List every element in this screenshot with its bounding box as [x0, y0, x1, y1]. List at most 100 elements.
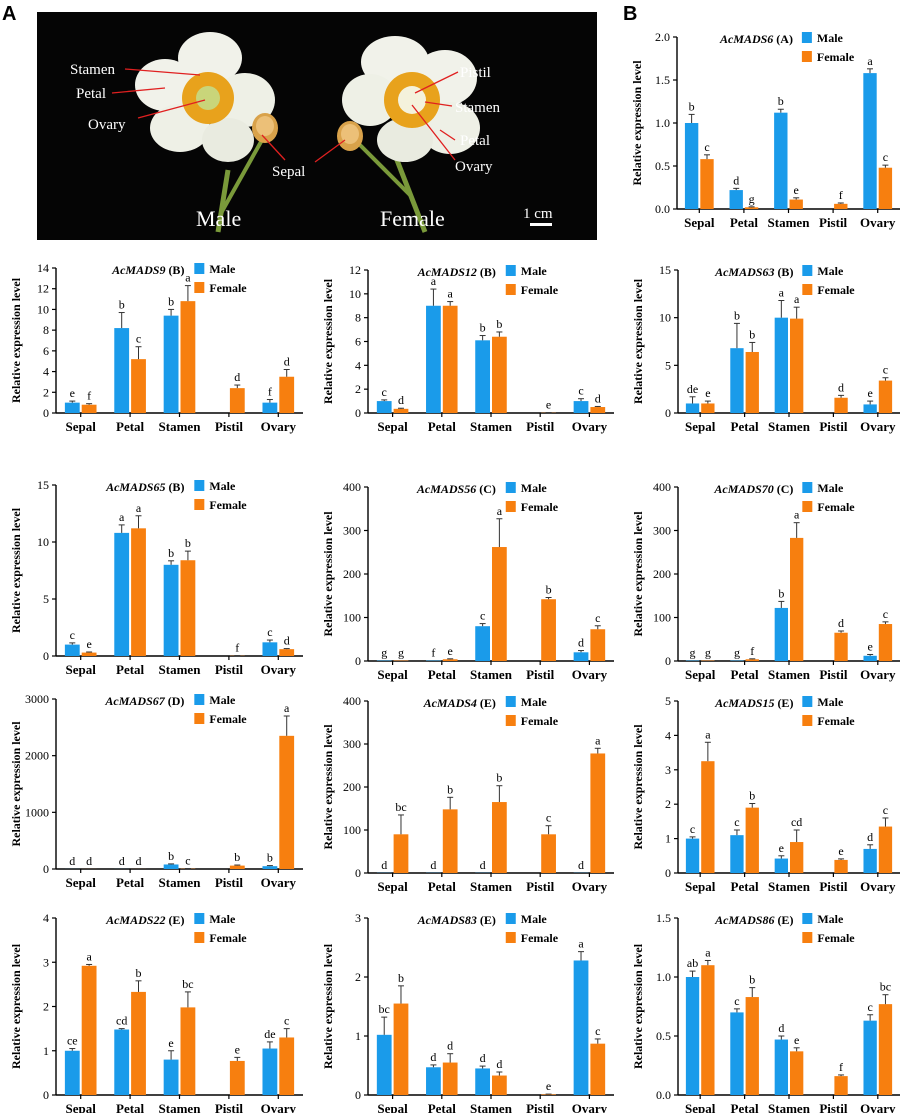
x-tick-label: Pistil: [819, 879, 848, 894]
bar-female: [180, 301, 196, 413]
legend-swatch-male: [801, 32, 812, 43]
bar-female: [878, 380, 893, 413]
bar-male: [262, 1048, 278, 1095]
significance-letter: b: [749, 789, 755, 803]
legend-swatch-male: [505, 696, 516, 707]
bar-female: [492, 802, 507, 873]
bar-female: [878, 1004, 893, 1095]
y-tick-label: 10: [659, 311, 671, 325]
significance-letter: b: [168, 849, 174, 863]
legend-label-female: Female: [209, 931, 247, 945]
x-tick-label: Petal: [428, 419, 457, 434]
legend-label-female: Female: [521, 931, 559, 945]
y-axis-title: Relative expression level: [631, 278, 645, 404]
y-tick-label: 100: [653, 611, 671, 625]
significance-letter: d: [778, 1021, 784, 1035]
significance-letter: cd: [116, 1014, 127, 1028]
bar-female: [789, 199, 803, 209]
bar-female: [492, 336, 507, 413]
bar-female: [701, 403, 715, 413]
x-tick-label: Ovary: [860, 215, 896, 230]
significance-letter: e: [168, 1036, 173, 1050]
significance-letter: e: [546, 1079, 551, 1093]
y-tick-label: 3000: [25, 692, 49, 706]
y-tick-label: 0: [43, 649, 49, 663]
significance-letter: b: [546, 582, 552, 596]
significance-letter: c: [546, 811, 551, 825]
y-tick-label: 400: [343, 480, 361, 494]
legend-label-female: Female: [209, 498, 247, 512]
significance-letter: d: [838, 616, 844, 630]
significance-letter: f: [750, 644, 754, 658]
y-axis-title: Relative expression level: [9, 507, 23, 633]
y-tick-label: 300: [343, 737, 361, 751]
y-tick-label: 0.5: [656, 1029, 671, 1043]
bar-female: [590, 407, 606, 413]
significance-letter: cd: [791, 815, 802, 829]
legend-label-male: Male: [209, 912, 236, 926]
bar-female: [393, 834, 409, 873]
significance-letter: f: [431, 646, 435, 660]
bar-male: [774, 1039, 788, 1095]
y-tick-label: 4: [665, 728, 671, 742]
y-tick-label: 2: [43, 385, 49, 399]
significance-letter: ce: [67, 1034, 78, 1048]
legend-label-male: Male: [817, 481, 844, 495]
chart-acmads67: 0 1000 2000 3000 Relative expression level Se…: [9, 692, 303, 890]
chart-title: AcMADS56 (C): [416, 482, 496, 496]
y-tick-label: 1: [355, 1029, 361, 1043]
legend-label-male: Male: [209, 262, 236, 276]
significance-letter: f: [839, 1060, 843, 1074]
x-tick-label: Pistil: [819, 1101, 848, 1113]
legend-label-female: Female: [521, 283, 559, 297]
x-tick-label: Ovary: [860, 667, 896, 682]
bar-female: [442, 809, 458, 873]
y-tick-label: 2: [665, 797, 671, 811]
bar-male: [685, 838, 700, 873]
significance-letter: c: [578, 384, 583, 398]
significance-letter: d: [480, 858, 486, 872]
significance-letter: b: [778, 586, 784, 600]
significance-letter: b: [168, 546, 174, 560]
significance-letter: b: [689, 99, 695, 113]
legend-swatch-female: [505, 284, 516, 295]
y-tick-label: 2000: [25, 749, 49, 763]
y-tick-label: 300: [653, 524, 671, 538]
legend-swatch-female: [194, 713, 205, 724]
label-stamen-female: Stamen: [455, 100, 500, 116]
bar-male: [426, 305, 441, 413]
bar-female: [590, 629, 606, 661]
female-flower-illustration: [337, 36, 480, 233]
significance-letter: b: [734, 308, 740, 322]
y-tick-label: 2: [43, 1000, 49, 1014]
y-tick-label: 5: [43, 592, 49, 606]
x-tick-label: Stamen: [159, 419, 202, 434]
significance-letter: d: [136, 854, 142, 868]
bar-female: [131, 528, 146, 656]
legend-label-male: Male: [209, 693, 236, 707]
male-flower-illustration: [135, 32, 278, 233]
significance-letter: b: [234, 850, 240, 864]
chart-title: AcMADS86 (E): [714, 913, 793, 927]
significance-letter: b: [749, 327, 755, 341]
bar-male: [730, 1012, 744, 1095]
significance-letter: a: [497, 504, 503, 518]
bar-male: [863, 1020, 877, 1095]
significance-letter: b: [136, 966, 142, 980]
x-tick-label: Ovary: [261, 419, 297, 434]
significance-letter: b: [185, 536, 191, 550]
bar-female: [393, 408, 409, 413]
chart-acmads6: 0.0 0.5 1.0 1.5 2.0 Relative expression level…: [630, 30, 900, 230]
x-tick-label: Ovary: [572, 1101, 608, 1113]
significance-letter: e: [448, 644, 453, 658]
significance-letter: e: [867, 639, 872, 653]
charts-container: 0.0 0.5 1.0 1.5 2.0 Relative expression level…: [9, 30, 900, 1113]
legend-swatch-female: [194, 932, 205, 943]
chart-acmads9: 0 2 4 6 8 10 12 14 Relative expression level Sepa…: [9, 261, 303, 434]
legend-swatch-female: [802, 284, 813, 295]
y-tick-label: 400: [653, 480, 671, 494]
y-tick-label: 0: [665, 866, 671, 880]
significance-letter: e: [546, 398, 551, 412]
significance-letter: e: [794, 1033, 799, 1047]
y-axis-title: Relative expression level: [9, 721, 23, 847]
